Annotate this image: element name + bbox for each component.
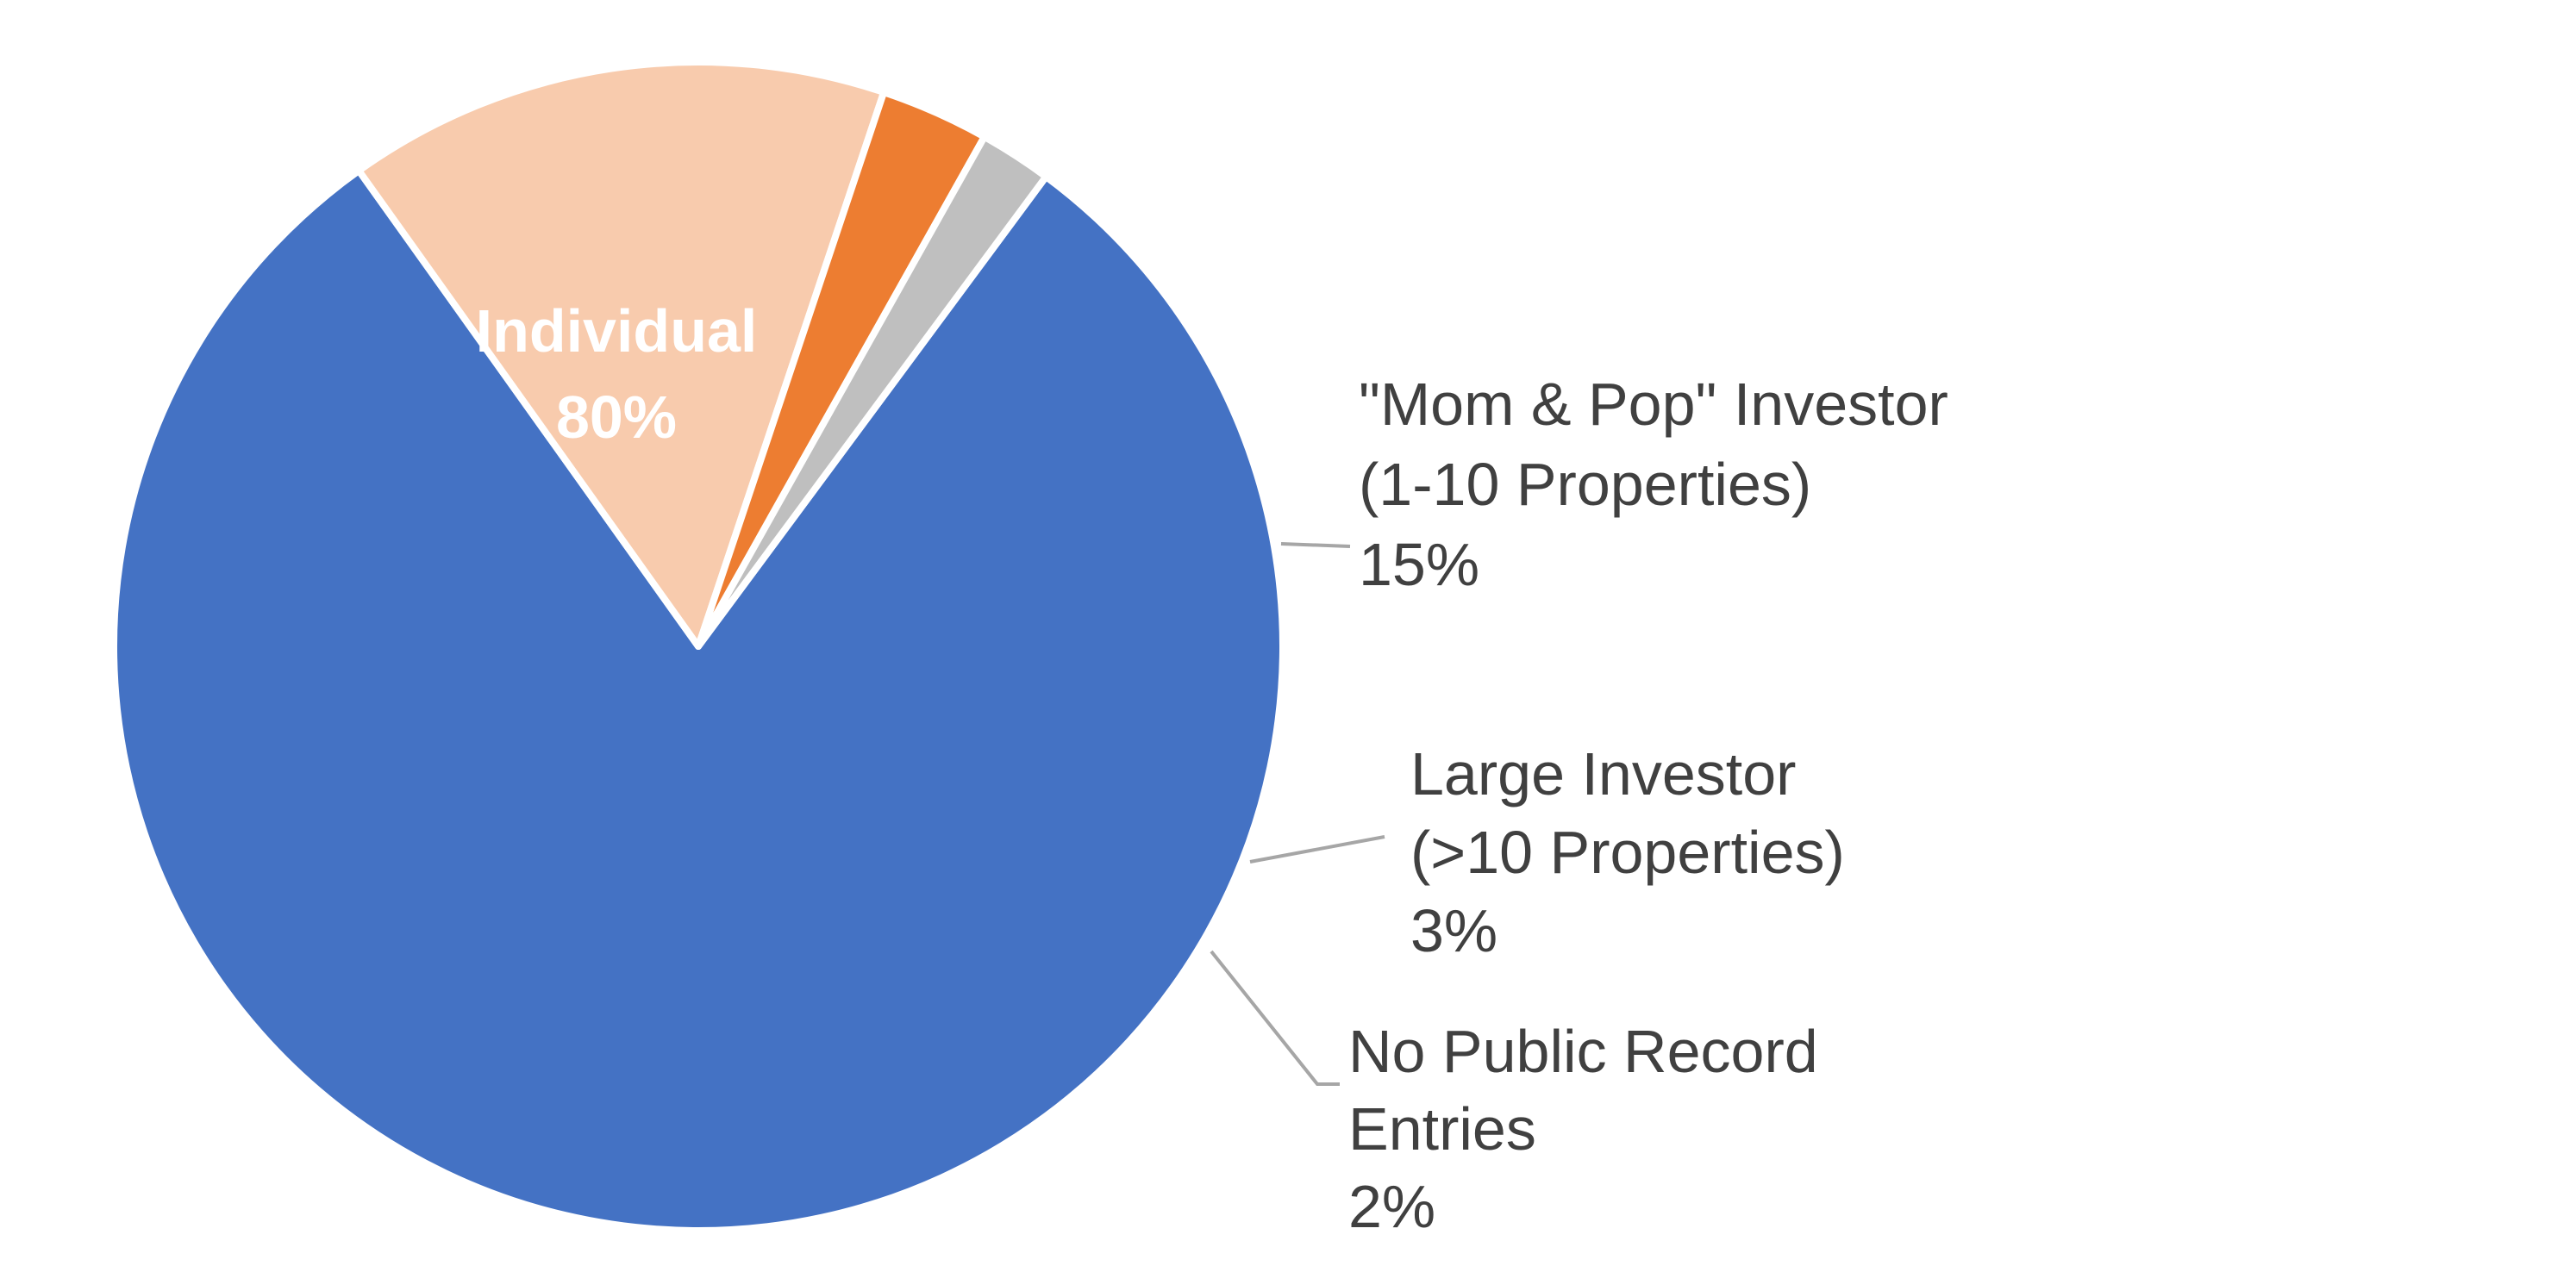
pie-slice-0	[109, 167, 1286, 1234]
data-label-1: "Mom & Pop" Investor (1-10 Properties) 15%	[1359, 371, 1948, 598]
data-label-text: "Mom & Pop" Investor	[1359, 371, 1948, 438]
pie-slice-1	[355, 59, 888, 650]
data-label-text: (1-10 Properties)	[1359, 451, 1811, 518]
leader-line-2	[1249, 835, 1385, 864]
data-label-text: No Public Record	[1348, 1018, 1818, 1085]
data-label-3: No Public Record Entries 2%	[1348, 1018, 1818, 1240]
leader-line-1	[1280, 542, 1351, 548]
data-labels-layer: Individual 80% "Mom & Pop" Investor (1-10 P…	[476, 297, 1948, 1240]
data-label-2: Large Investor (>10 Properties) 3%	[1410, 740, 1845, 964]
slices-layer	[109, 59, 1286, 1234]
data-label-value: 80%	[556, 383, 677, 451]
data-label-text: (>10 Properties)	[1410, 819, 1845, 886]
leader-lines-layer	[1210, 542, 1385, 1086]
data-label-0: Individual 80%	[476, 297, 758, 451]
data-label-text: Entries	[1348, 1095, 1536, 1163]
data-label-value: 3%	[1410, 897, 1497, 964]
data-label-value: 15%	[1359, 531, 1479, 598]
data-label-text: Large Investor	[1410, 740, 1796, 807]
pie-slice-3	[695, 133, 1050, 650]
data-label-text: Individual	[476, 297, 758, 365]
leader-line-3	[1210, 950, 1340, 1086]
data-label-value: 2%	[1348, 1173, 1435, 1240]
